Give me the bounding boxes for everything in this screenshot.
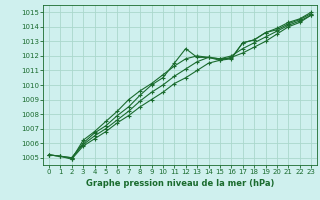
X-axis label: Graphe pression niveau de la mer (hPa): Graphe pression niveau de la mer (hPa)	[86, 179, 274, 188]
